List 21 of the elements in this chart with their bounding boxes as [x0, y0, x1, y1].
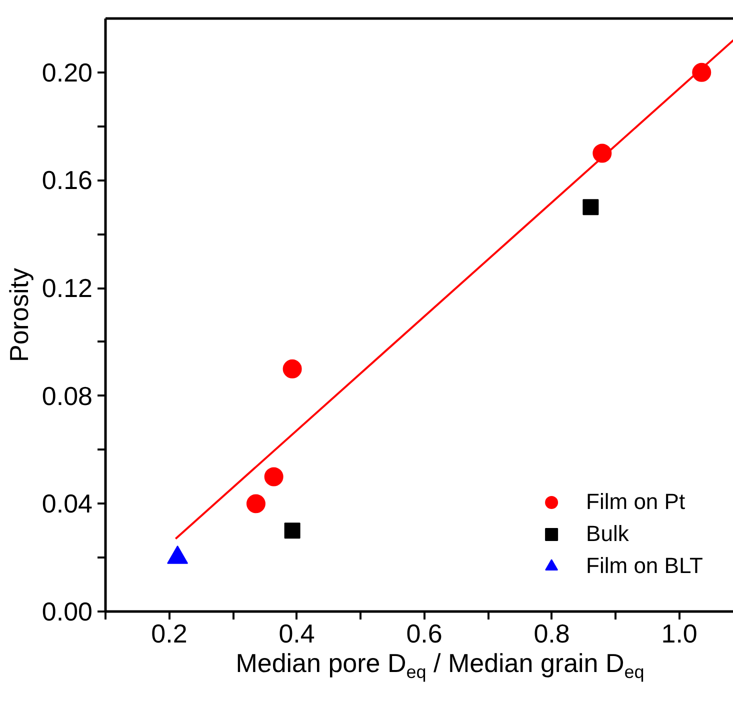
legend-label: Bulk — [586, 521, 629, 547]
y-tick-label: 0.12 — [42, 273, 93, 304]
point — [284, 522, 300, 539]
point — [246, 494, 266, 514]
x-tick-label: 0.4 — [278, 618, 315, 648]
y-tick-label: 0.00 — [42, 596, 93, 626]
legend-label: Film on Pt — [586, 489, 686, 515]
point — [582, 199, 599, 216]
x-tick-label: 0.6 — [406, 618, 442, 648]
point — [264, 467, 284, 486]
x-tick-label: 0.2 — [151, 618, 188, 648]
y-axis-title: Porosity — [4, 268, 34, 362]
y-tick-label: 0.08 — [42, 380, 93, 411]
y-tick-label: 0.04 — [42, 488, 93, 519]
x-tick-label: 0.8 — [534, 618, 570, 648]
point — [282, 359, 302, 378]
x-axis-title: Median pore D$_{eq}$ / Median grain D$_{eq}$ — [236, 648, 644, 682]
x-tick-label: 1.0 — [661, 618, 698, 648]
y-tick-label: 0.20 — [42, 57, 93, 88]
y-tick-label: 0.16 — [42, 165, 93, 196]
legend-label: Film on BLT — [586, 553, 703, 579]
